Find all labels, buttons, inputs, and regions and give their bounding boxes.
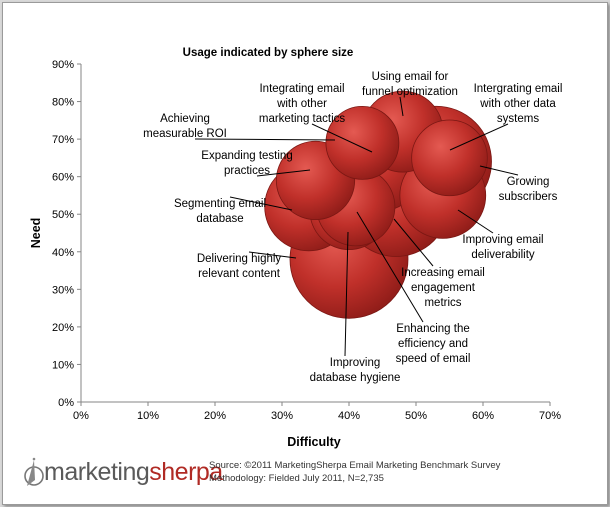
annotation-label: Using email for funnel optimization bbox=[362, 71, 458, 98]
annotation-leader-line bbox=[248, 251, 297, 259]
annotation-leader-line bbox=[256, 169, 311, 177]
axes: 0% 10% 20% 30% 40% 50% 60% 70% 0% 10% 20% 30% 40% 50%… bbox=[52, 59, 561, 422]
logo-text-sherpa: sherpa bbox=[149, 458, 223, 486]
methodology-line: Methodology: Fielded July 2011, N=2,735 bbox=[209, 473, 384, 484]
annotation-leader-line bbox=[311, 123, 373, 153]
y-tick-label: 10% bbox=[52, 359, 74, 371]
y-tick-label: 90% bbox=[52, 59, 74, 71]
annotation-label: Expanding testing practices bbox=[201, 150, 292, 177]
annotation-label: Enhancing the efficiency and speed of emai… bbox=[396, 323, 471, 365]
bubble-growing-subscribers bbox=[411, 119, 488, 197]
y-tick-label: 20% bbox=[52, 322, 74, 334]
annotation-leader-line bbox=[194, 138, 336, 141]
y-tick-label: 40% bbox=[52, 247, 74, 259]
x-tick-label: 60% bbox=[472, 410, 494, 422]
bubble-layer bbox=[264, 90, 492, 319]
annotation-label: Improving email deliverability bbox=[462, 234, 543, 261]
annotation-label: Integrating email with other marketing tac… bbox=[259, 83, 346, 125]
annotation-label: Increasing email engagement metrics bbox=[401, 267, 485, 309]
annotation-leader-line bbox=[229, 196, 293, 211]
logo-wordmark: marketingsherpa bbox=[44, 458, 223, 487]
x-tick-label: 30% bbox=[271, 410, 293, 422]
y-axis-label: Need bbox=[29, 218, 43, 249]
annotation-label: Growing subscribers bbox=[499, 176, 558, 203]
y-tick-label: 70% bbox=[52, 134, 74, 146]
x-axis-label: Difficulty bbox=[287, 435, 341, 449]
chart-title: Usage indicated by sphere size bbox=[183, 47, 354, 59]
annotation-label: Intergrating email with other data systems bbox=[474, 83, 563, 125]
annotation-label: Delivering highly relevant content bbox=[197, 253, 282, 280]
y-tick-label: 50% bbox=[52, 209, 74, 221]
x-tick-label: 70% bbox=[539, 410, 561, 422]
bubble-achieving-measurable-roi bbox=[325, 105, 400, 180]
annotation-label: Segmenting email database bbox=[174, 198, 266, 225]
x-tick-label: 20% bbox=[204, 410, 226, 422]
x-tick-label: 10% bbox=[137, 410, 159, 422]
compass-icon bbox=[24, 457, 44, 486]
source-line: Source: ©2011 MarketingSherpa Email Mark… bbox=[209, 460, 501, 471]
y-tick-label: 80% bbox=[52, 97, 74, 109]
annotation-label: Improving database hygiene bbox=[310, 357, 401, 384]
y-tick-label: 60% bbox=[52, 172, 74, 184]
marketingsherpa-logo: marketingsherpa bbox=[22, 452, 223, 496]
annotation-leader-line bbox=[449, 123, 509, 151]
annotation-layer: Integrating email with other marketing tac… bbox=[143, 71, 562, 384]
y-tick-label: 30% bbox=[52, 284, 74, 296]
annotation-leader-line bbox=[479, 165, 519, 176]
annotation-leader-line bbox=[457, 209, 494, 234]
x-tick-label: 0% bbox=[73, 410, 89, 422]
x-tick-label: 50% bbox=[405, 410, 427, 422]
logo-text-marketing: marketing bbox=[44, 458, 150, 486]
annotation-leader-line bbox=[399, 96, 404, 117]
y-tick-label: 0% bbox=[58, 397, 74, 409]
annotation-label: Achieving measurable ROI bbox=[143, 113, 227, 140]
annotation-leader-line bbox=[344, 231, 349, 357]
x-tick-label: 40% bbox=[338, 410, 360, 422]
annotation-leader-line bbox=[393, 218, 434, 267]
annotation-leader-line bbox=[356, 211, 424, 323]
source-note: Source: ©2011 MarketingSherpa Email Mark… bbox=[209, 459, 500, 485]
